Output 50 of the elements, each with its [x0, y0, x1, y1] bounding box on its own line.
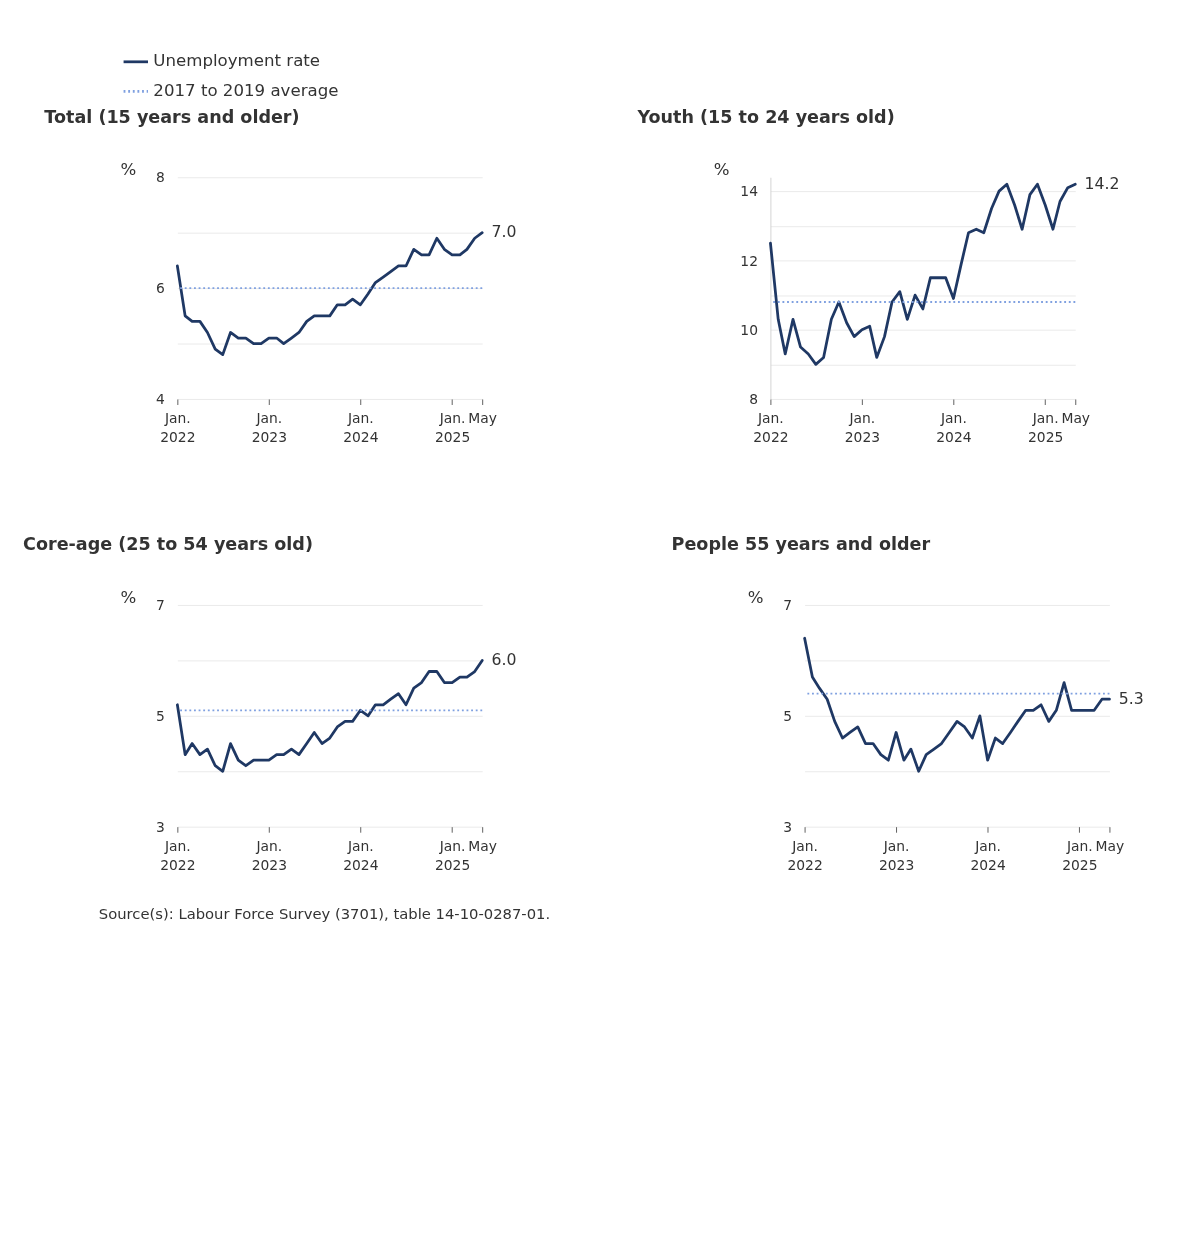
y-axis-title: % [120, 159, 137, 179]
x-tick-label: May [1095, 838, 1125, 855]
legend-label: Unemployment rate [153, 51, 321, 71]
x-tick-label: Jan. 2024 [343, 410, 379, 445]
y-tick-label: 12 [740, 252, 758, 269]
data-label: 5.3 [1118, 688, 1144, 708]
chart-title: Youth (15 to 24 years old) [636, 106, 895, 127]
x-tick-label: Jan. 2024 [970, 838, 1006, 873]
x-tick-label: Jan. 2024 [936, 410, 972, 445]
line-series [769, 182, 1077, 366]
x-tick-label: Jan. 2025 [1062, 838, 1098, 873]
y-tick-label: 7 [156, 597, 165, 614]
data-label: 6.0 [491, 650, 517, 670]
legend-label: 2017 to 2019 average [153, 80, 339, 100]
chart-title: Total (15 years and older) [44, 106, 300, 127]
x-tick-label: May [468, 410, 497, 427]
chart-title: People 55 years and older [671, 534, 931, 555]
line-series [803, 636, 1111, 773]
x-tick-label: Jan. 2022 [787, 838, 823, 873]
y-tick-label: 6 [156, 280, 165, 297]
x-tick-label: Jan. 2022 [160, 410, 196, 445]
line-series [175, 231, 484, 357]
y-tick-label: 5 [156, 707, 165, 724]
y-tick-label: 7 [783, 597, 793, 614]
x-tick-label: Jan. 2022 [753, 410, 789, 445]
x-tick-label: Jan. 2023 [878, 838, 915, 873]
x-tick-label: Jan. 2022 [160, 838, 196, 873]
line-series [175, 659, 484, 773]
y-tick-label: 8 [749, 391, 758, 408]
data-label: 7.0 [491, 222, 517, 242]
y-axis-title: % [120, 587, 137, 607]
x-tick-label: Jan. 2023 [251, 410, 287, 445]
chart-title: Core-age (25 to 54 years old) [23, 534, 313, 555]
x-tick-label: May [468, 838, 497, 855]
y-tick-label: 4 [156, 391, 166, 408]
x-tick-label: May [1061, 410, 1091, 427]
y-tick-label: 8 [156, 169, 165, 186]
x-tick-label: Jan. 2025 [1028, 410, 1064, 445]
y-axis-title: % [747, 587, 764, 607]
y-tick-label: 14 [740, 183, 759, 200]
y-tick-label: 3 [783, 818, 793, 835]
x-tick-label: Jan. 2023 [844, 410, 881, 445]
data-label: 14.2 [1084, 173, 1120, 193]
source-note: Source(s): Labour Force Survey (3701), table 14-10-0287-01. [98, 905, 551, 923]
x-tick-label: Jan. 2023 [251, 838, 287, 873]
y-tick-label: 10 [740, 321, 758, 338]
y-tick-label: 3 [156, 818, 165, 835]
y-axis-title: % [713, 159, 730, 179]
y-tick-label: 5 [783, 707, 793, 724]
x-tick-label: Jan. 2024 [343, 838, 379, 873]
